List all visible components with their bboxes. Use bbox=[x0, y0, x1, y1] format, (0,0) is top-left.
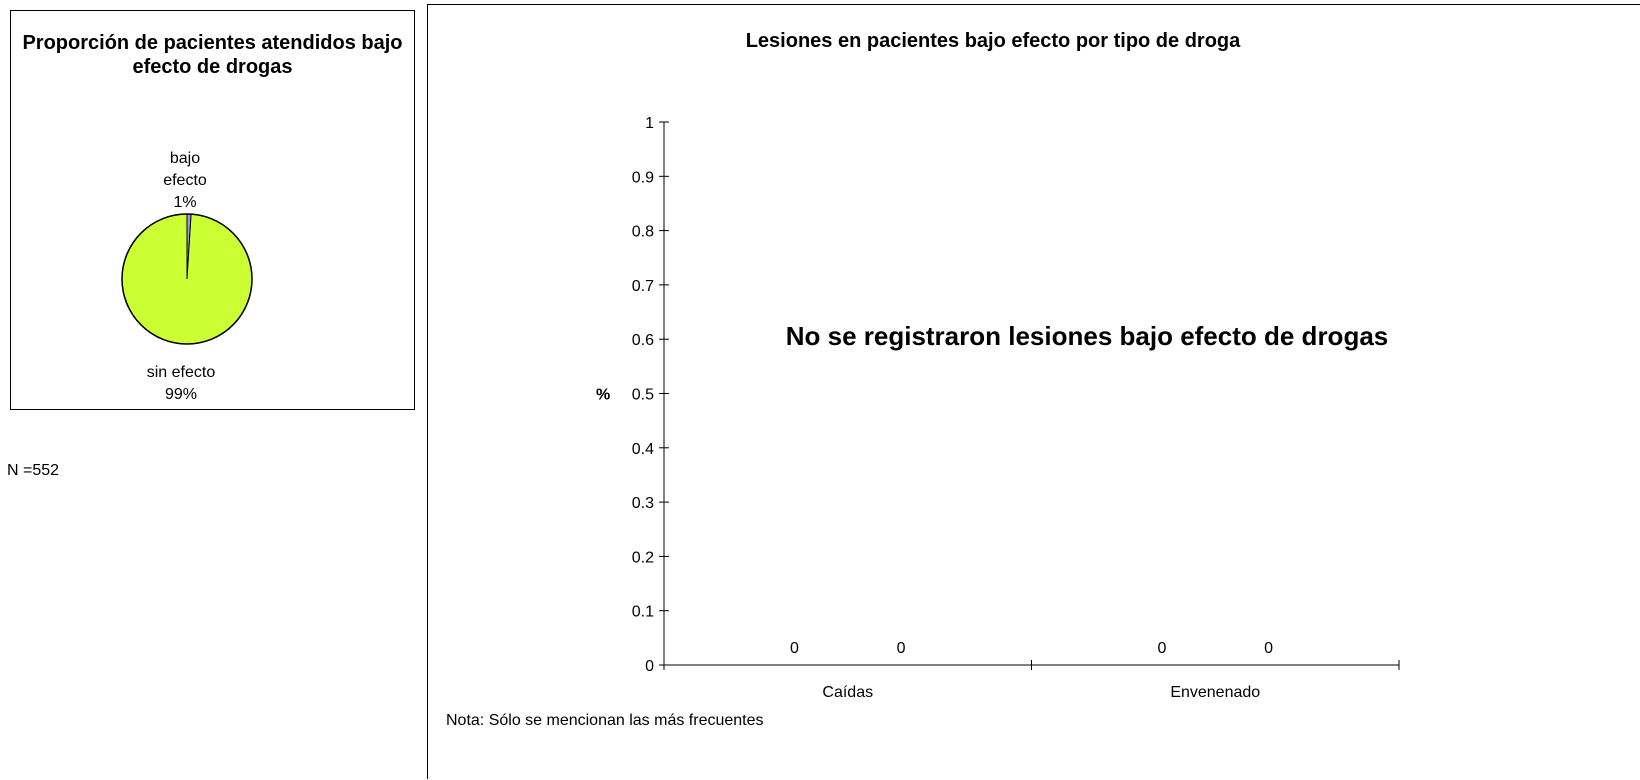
no-data-annotation: No se registraron lesiones bajo efecto d… bbox=[786, 321, 1389, 351]
pie-label-sin-efecto: sin efecto 99% bbox=[147, 364, 216, 403]
y-tick-label: 0.8 bbox=[632, 224, 654, 241]
bar-data-label: 0 bbox=[1158, 640, 1167, 657]
y-tick-label: 0.5 bbox=[632, 387, 654, 404]
bar-chart-panel: Lesiones en pacientes bajo efecto por ti… bbox=[427, 4, 1640, 779]
y-tick-label: 0 bbox=[645, 658, 654, 675]
bar-data-label: 0 bbox=[1264, 640, 1273, 657]
y-tick-label: 0.1 bbox=[632, 604, 654, 621]
x-category-label: Caídas bbox=[822, 684, 873, 701]
sample-size-label: N =552 bbox=[7, 462, 59, 480]
bar-data-label: 0 bbox=[897, 640, 906, 657]
pie-chart-panel: Proporción de pacientes atendidos bajo e… bbox=[10, 10, 415, 410]
chart-footnote: Nota: Sólo se mencionan las más frecuent… bbox=[446, 712, 764, 729]
y-tick-label: 1 bbox=[645, 115, 654, 132]
x-category-label: Envenenado bbox=[1170, 684, 1260, 701]
y-tick-label: 0.6 bbox=[632, 332, 654, 349]
y-tick-label: 0.4 bbox=[632, 441, 654, 458]
y-tick-label: 0.2 bbox=[632, 549, 654, 566]
bar-data-label: 0 bbox=[790, 640, 799, 657]
pie-label-bajo-efecto: bajo efecto 1% bbox=[163, 150, 207, 211]
y-tick-label: 0.7 bbox=[632, 278, 654, 295]
bar-chart: Lesiones en pacientes bajo efecto por ti… bbox=[428, 5, 1640, 780]
bar-chart-title: Lesiones en pacientes bajo efecto por ti… bbox=[746, 30, 1241, 52]
y-tick-label: 0.3 bbox=[632, 495, 654, 512]
pie-chart: bajo efecto 1% sin efecto 99% bbox=[11, 11, 416, 411]
y-tick-label: 0.9 bbox=[632, 169, 654, 186]
y-axis-label: % bbox=[596, 387, 610, 404]
